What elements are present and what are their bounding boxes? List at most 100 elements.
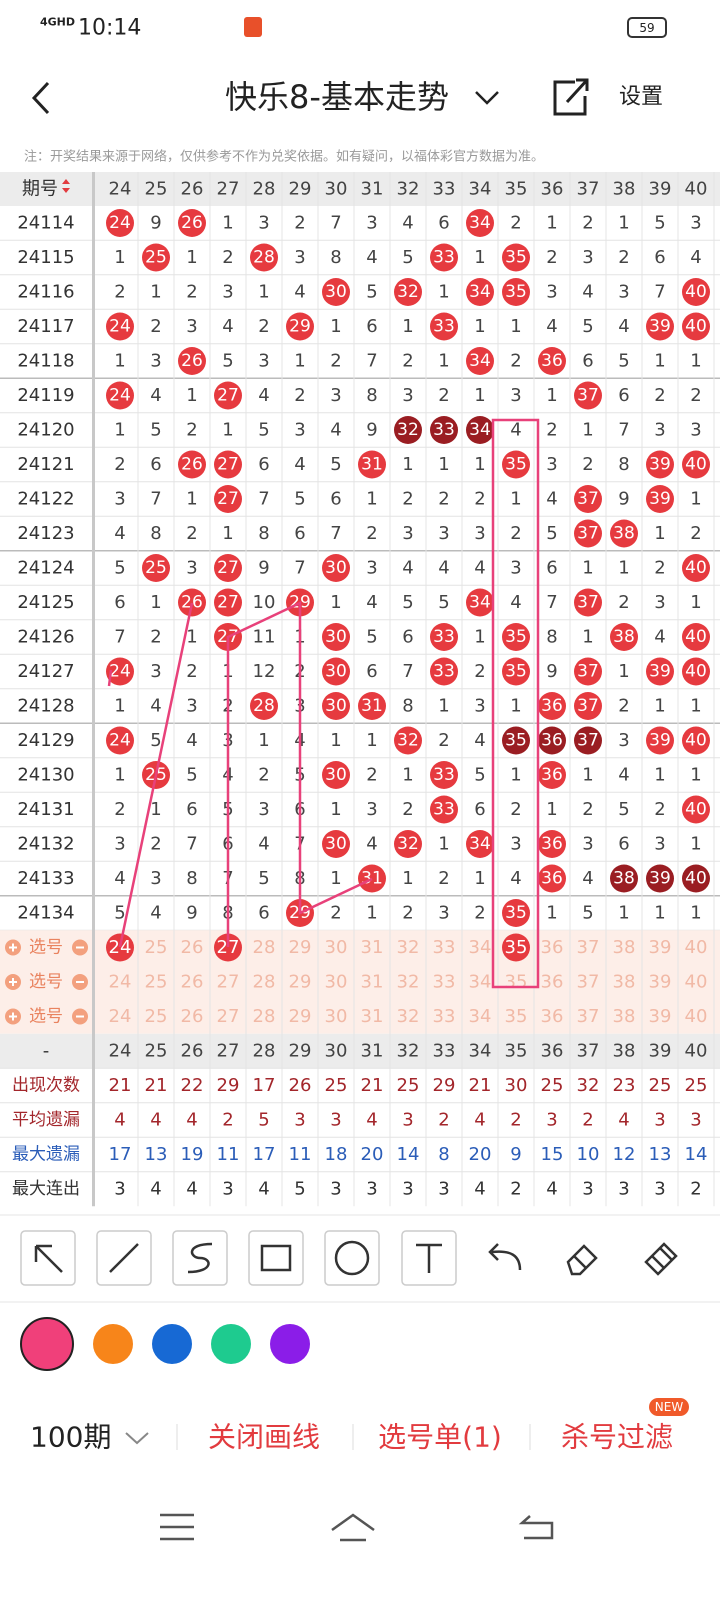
selectable-number[interactable]: 39: [649, 972, 672, 993]
miss-count: 1: [474, 316, 485, 337]
miss-count: 5: [330, 454, 341, 475]
selectable-number[interactable]: 27: [217, 1006, 240, 1027]
selectable-number[interactable]: 28: [253, 937, 276, 958]
selectable-number[interactable]: 29: [289, 972, 312, 993]
miss-count: 6: [150, 454, 161, 475]
tool-rectangle[interactable]: [248, 1230, 304, 1286]
miss-count: 1: [186, 247, 197, 268]
color-swatch[interactable]: [152, 1324, 192, 1364]
color-swatch[interactable]: [20, 1317, 74, 1371]
selectable-number[interactable]: 35: [505, 1006, 528, 1027]
tool-curve[interactable]: [172, 1230, 228, 1286]
column-header: 26: [181, 179, 204, 200]
selected-ball[interactable]: [502, 933, 530, 962]
column-header: 27: [217, 179, 240, 200]
selectable-number[interactable]: 30: [325, 972, 348, 993]
tool-line[interactable]: [96, 1230, 152, 1286]
miss-count: 4: [438, 558, 449, 579]
selectable-number[interactable]: 26: [181, 937, 204, 958]
selectable-number[interactable]: 31: [361, 1006, 384, 1027]
selectable-number[interactable]: 40: [685, 972, 708, 993]
selectable-number[interactable]: 36: [541, 972, 564, 993]
color-swatch[interactable]: [93, 1324, 133, 1364]
sort-icon[interactable]: [62, 179, 70, 193]
selectable-number[interactable]: 26: [181, 1006, 204, 1027]
selectable-number[interactable]: 27: [217, 972, 240, 993]
color-swatch[interactable]: [270, 1324, 310, 1364]
stats-column-header: 36: [541, 1041, 564, 1062]
selectable-number[interactable]: 34: [469, 937, 492, 958]
tool-arrow[interactable]: [20, 1230, 76, 1286]
selectable-number[interactable]: 25: [145, 937, 168, 958]
tool-circle[interactable]: [324, 1230, 380, 1286]
selectable-number[interactable]: 25: [145, 972, 168, 993]
selectable-number[interactable]: 26: [181, 972, 204, 993]
miss-count: 1: [186, 385, 197, 406]
selectable-number[interactable]: 33: [433, 972, 456, 993]
selectable-number[interactable]: 35: [505, 972, 528, 993]
selectable-number[interactable]: 30: [325, 937, 348, 958]
miss-count: 4: [258, 834, 269, 855]
selectable-number[interactable]: 28: [253, 1006, 276, 1027]
miss-count: 2: [150, 316, 161, 337]
selectable-number[interactable]: 39: [649, 937, 672, 958]
selectable-number[interactable]: 36: [541, 937, 564, 958]
selectable-number[interactable]: 38: [613, 1006, 636, 1027]
selectable-number[interactable]: 31: [361, 972, 384, 993]
selectable-number[interactable]: 34: [469, 972, 492, 993]
selectable-number[interactable]: 29: [289, 937, 312, 958]
selectable-number[interactable]: 32: [397, 972, 420, 993]
selectable-number[interactable]: 33: [433, 937, 456, 958]
selectable-number[interactable]: 36: [541, 1006, 564, 1027]
hit-ball: [682, 623, 710, 651]
selectable-number[interactable]: 32: [397, 937, 420, 958]
share-button[interactable]: [553, 78, 589, 116]
nav-menu[interactable]: [160, 1513, 194, 1541]
hit-ball: [430, 657, 458, 686]
selectable-number[interactable]: 30: [325, 1006, 348, 1027]
selectable-number[interactable]: 38: [613, 972, 636, 993]
selectable-number[interactable]: 39: [649, 1006, 672, 1027]
stat-value: 13: [145, 1144, 168, 1165]
miss-count: 7: [654, 282, 665, 303]
nav-home[interactable]: [331, 1513, 375, 1542]
selectable-number[interactable]: 40: [685, 937, 708, 958]
selectable-number[interactable]: 37: [577, 972, 600, 993]
selectable-number[interactable]: 24: [109, 972, 132, 993]
time: 10:14: [78, 16, 141, 41]
selectable-number[interactable]: 29: [289, 1006, 312, 1027]
period: 24128: [17, 696, 74, 717]
selectable-number[interactable]: 25: [145, 1006, 168, 1027]
period-header: 期号: [22, 179, 58, 200]
miss-count: 9: [186, 903, 197, 924]
close-lines-button[interactable]: 关闭画线: [208, 1421, 320, 1454]
selectable-number[interactable]: 31: [361, 937, 384, 958]
selected-ball[interactable]: [106, 933, 134, 962]
title-dropdown[interactable]: [475, 91, 499, 105]
selectable-number[interactable]: 32: [397, 1006, 420, 1027]
selectable-number[interactable]: 37: [577, 937, 600, 958]
selectable-number[interactable]: 33: [433, 1006, 456, 1027]
nav-back[interactable]: [518, 1515, 554, 1540]
filter-button[interactable]: 杀号过滤: [561, 1421, 673, 1454]
miss-count: 5: [402, 247, 413, 268]
color-swatch[interactable]: [211, 1324, 251, 1364]
tool-text[interactable]: [401, 1230, 457, 1286]
hit-number: 29: [289, 317, 311, 337]
selectable-number[interactable]: 37: [577, 1006, 600, 1027]
miss-count: 1: [654, 696, 665, 717]
hit-number: 30: [325, 765, 347, 785]
pick-list-button[interactable]: 选号单(1): [378, 1421, 502, 1454]
hit-ball: [142, 554, 170, 582]
back-button[interactable]: [31, 81, 50, 115]
selectable-number[interactable]: 34: [469, 1006, 492, 1027]
stat-value: 4: [150, 1110, 161, 1131]
selectable-number[interactable]: 38: [613, 937, 636, 958]
selectable-number[interactable]: 24: [109, 1006, 132, 1027]
selected-ball[interactable]: [214, 933, 242, 962]
selectable-number[interactable]: 40: [685, 1006, 708, 1027]
settings-button[interactable]: 设置: [619, 85, 663, 110]
period-select[interactable]: 100期: [30, 1421, 111, 1454]
stat-value: 25: [685, 1075, 708, 1096]
selectable-number[interactable]: 28: [253, 972, 276, 993]
